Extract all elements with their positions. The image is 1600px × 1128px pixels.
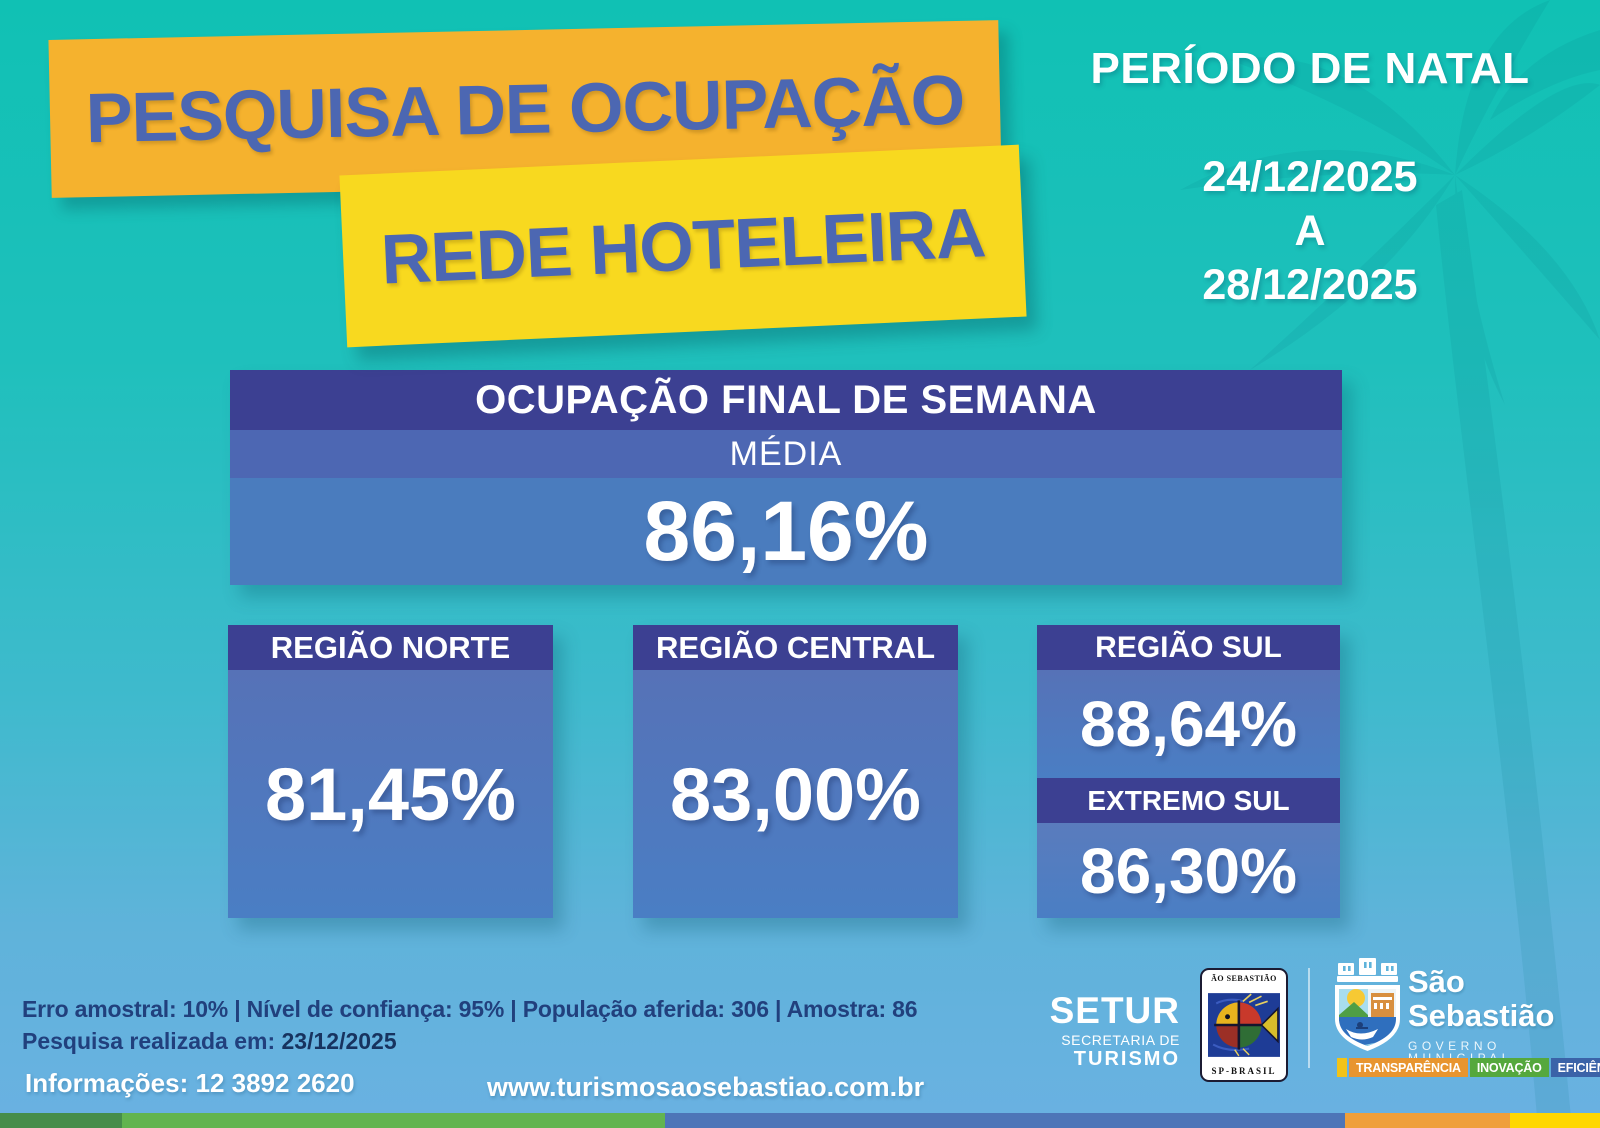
setur-name: SETUR [1049,990,1180,1031]
region-south-label: REGIÃO SUL [1037,625,1340,670]
survey-date-line: Pesquisa realizada em: 23/12/2025 [22,1028,397,1055]
fish-painting-icon [1208,992,1280,1057]
weekend-occupancy-box: OCUPAÇÃO FINAL DE SEMANA MÉDIA 86,16% [230,370,1342,585]
bottom-color-stripe [0,1113,1600,1128]
poster-subtitle: REDE HOTELEIRA [379,193,987,299]
period-label: PERÍODO DE NATAL [1090,44,1530,93]
region-central-value: 83,00% [633,670,958,918]
region-north-label: REGIÃO NORTE [228,625,553,670]
badge-eficiencia: EFICIÊNCIA [1550,1058,1600,1077]
setur-logo: SETUR SECRETARIA DE TURISMO [980,992,1180,1069]
region-south-box: REGIÃO SUL 88,64% EXTREMO SUL 86,30% [1037,625,1340,918]
region-far-south-value: 86,30% [1037,823,1340,918]
stripe-dark-green [0,1113,122,1128]
region-south-value: 88,64% [1037,670,1340,778]
seal-top-text: ÃO SEBASTIÃO [1211,974,1277,983]
stripe-green [122,1113,665,1128]
region-north-box: REGIÃO NORTE 81,45% [228,625,553,918]
stripe-orange [1345,1113,1510,1128]
period-date-start: 24/12/2025 [1202,153,1418,201]
period-dates: 24/12/2025 A 28/12/2025 [1080,150,1540,312]
values-badges: TRANSPARÊNCIA INOVAÇÃO EFICIÊNCIA [1337,1058,1600,1077]
website-url: www.turismosaosebastiao.com.br [487,1072,925,1102]
sample-stats-line: Erro amostral: 10% | Nível de confiança:… [22,996,918,1022]
badge-accent-square [1337,1058,1347,1077]
contact-phone: Informações: 12 3892 2620 [25,1068,355,1098]
stripe-blue [665,1113,1345,1128]
city-name-line2: Sebastião [1408,998,1555,1033]
seal-bottom-text: SP-BRASIL [1211,1066,1277,1076]
period-date-separator: A [1294,207,1326,255]
period-block: PERÍODO DE NATAL 24/12/2025 A 28/12/2025 [1080,44,1540,312]
weekend-occupancy-subtitle: MÉDIA [230,430,1342,478]
setur-line2: SECRETARIA DE [1061,1032,1180,1048]
survey-date-value: 23/12/2025 [281,1028,397,1054]
stripe-yellow [1510,1113,1600,1128]
region-central-box: REGIÃO CENTRAL 83,00% [633,625,958,918]
survey-date-label: Pesquisa realizada em: [22,1028,282,1054]
city-name-line1: São [1408,964,1465,999]
sao-sebastiao-fish-seal: ÃO SEBASTIÃO SP-BRASIL [1200,968,1288,1082]
weekend-occupancy-value: 86,16% [230,478,1342,585]
setur-line3: TURISMO [1073,1048,1180,1070]
city-logo-text: São Sebastião GOVERNO MUNICIPAL [1408,966,1600,1064]
region-north-value: 81,45% [228,670,553,918]
city-crest-icon [1335,958,1400,1051]
title-banner-secondary: REDE HOTELEIRA [339,144,1027,348]
badge-inovacao: INOVAÇÃO [1469,1058,1549,1077]
logo-divider [1308,968,1310,1068]
region-central-label: REGIÃO CENTRAL [633,625,958,670]
badge-transparencia: TRANSPARÊNCIA [1349,1058,1468,1077]
poster-title: PESQUISA DE OCUPAÇÃO [85,60,965,158]
region-far-south-label: EXTREMO SUL [1037,778,1340,823]
crest-crown-windows [1343,962,1394,971]
crest-crown [1337,958,1398,982]
period-date-end: 28/12/2025 [1202,261,1418,309]
weekend-occupancy-title: OCUPAÇÃO FINAL DE SEMANA [230,370,1342,430]
